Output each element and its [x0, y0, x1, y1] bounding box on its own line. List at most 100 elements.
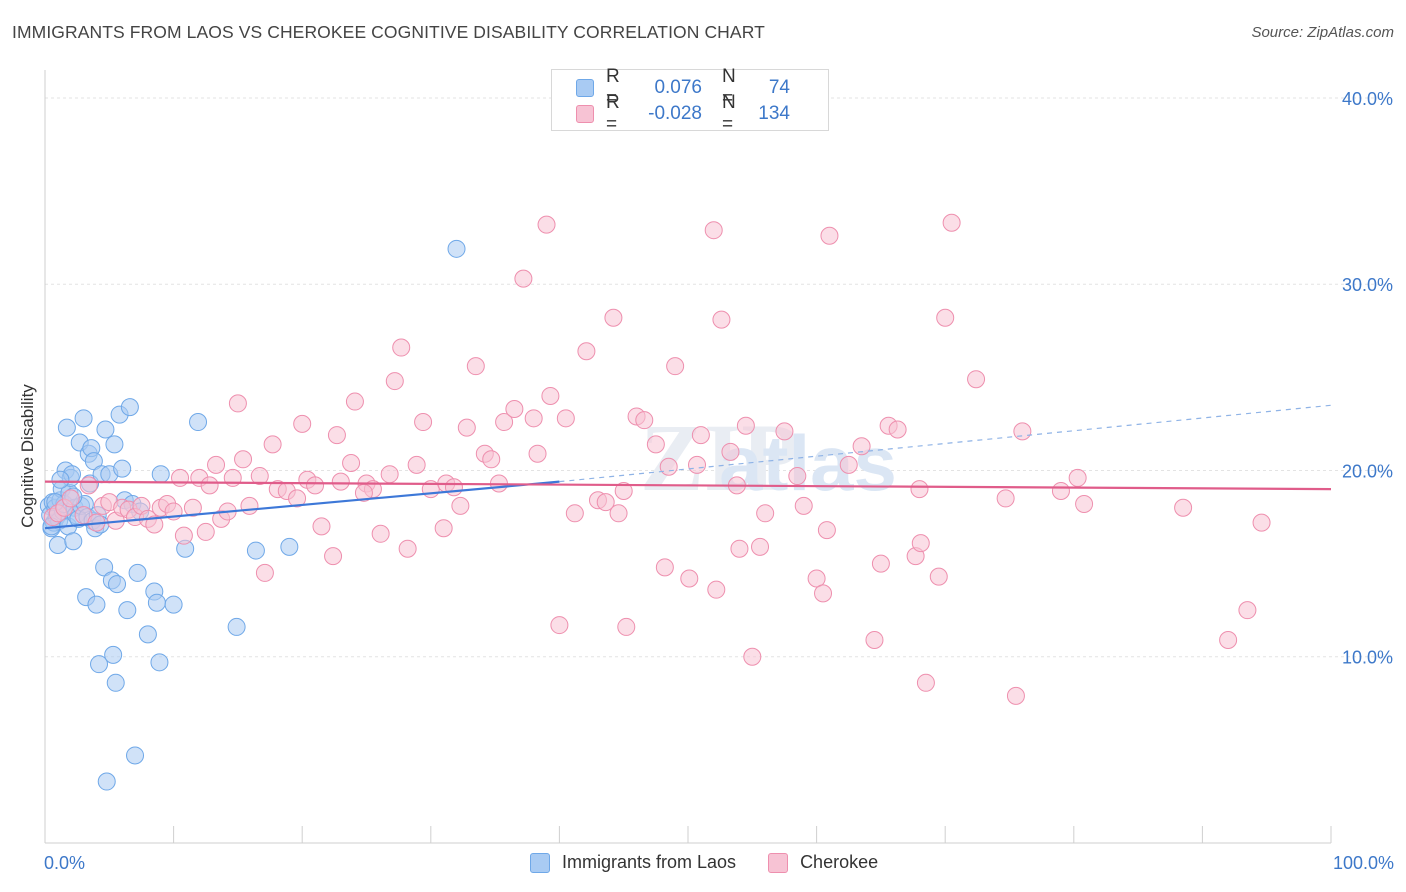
- data-point: [327, 426, 346, 445]
- r-label: R =: [606, 92, 620, 135]
- n-value: 74: [768, 77, 790, 98]
- data-point: [200, 476, 219, 495]
- data-point: [814, 584, 833, 603]
- data-point: [48, 535, 67, 554]
- data-point: [150, 653, 169, 672]
- series-immigrants-from-laos: [39, 239, 466, 791]
- data-point: [434, 519, 453, 538]
- data-point: [324, 547, 343, 566]
- data-point: [482, 450, 501, 469]
- data-point: [444, 478, 463, 497]
- data-point: [817, 521, 836, 540]
- data-point: [775, 422, 794, 441]
- data-point: [604, 308, 623, 327]
- data-point: [730, 539, 749, 558]
- data-point: [96, 420, 115, 439]
- data-point: [505, 400, 524, 419]
- data-point: [528, 444, 547, 463]
- y-tick-label: 30.0%: [1342, 275, 1393, 295]
- data-point: [751, 537, 770, 556]
- data-point: [61, 489, 80, 508]
- data-point: [306, 476, 325, 495]
- data-point: [1013, 422, 1032, 441]
- cherokee-legend-swatch: [768, 852, 789, 873]
- data-point: [457, 418, 476, 437]
- data-point: [614, 481, 633, 500]
- data-point: [138, 625, 157, 644]
- cherokee-swatch: [576, 105, 594, 123]
- data-point: [704, 221, 723, 240]
- data-point: [577, 342, 596, 361]
- data-point: [280, 537, 299, 556]
- data-point: [392, 338, 411, 357]
- data-point: [105, 435, 124, 454]
- data-point: [145, 515, 164, 534]
- stats-row-cherokee: R = -0.028 N = 134: [576, 92, 790, 135]
- data-point: [380, 465, 399, 484]
- x-tick-min: 0.0%: [44, 853, 86, 873]
- data-point: [250, 467, 269, 486]
- data-point: [207, 455, 226, 474]
- data-point: [743, 647, 762, 666]
- data-point: [240, 496, 259, 515]
- data-point: [911, 534, 930, 553]
- y-tick-label: 10.0%: [1342, 648, 1393, 668]
- data-point: [541, 386, 560, 405]
- data-point: [151, 465, 170, 484]
- data-point: [120, 398, 139, 417]
- data-point: [1219, 630, 1238, 649]
- data-point: [556, 409, 575, 428]
- legend-item-laos[interactable]: Immigrants from Laos: [530, 852, 736, 873]
- data-point: [1068, 468, 1087, 487]
- data-point: [659, 457, 678, 476]
- data-point: [942, 213, 961, 232]
- data-point: [196, 522, 215, 541]
- data-point: [128, 563, 147, 582]
- data-point: [51, 470, 70, 489]
- data-point: [385, 372, 404, 391]
- data-point: [342, 454, 361, 473]
- data-point: [495, 413, 514, 432]
- data-point: [788, 467, 807, 486]
- data-point: [688, 455, 707, 474]
- legend-item-cherokee[interactable]: Cherokee: [768, 852, 878, 873]
- data-point: [707, 580, 726, 599]
- data-point: [108, 575, 127, 594]
- data-point: [223, 468, 242, 487]
- data-point: [331, 472, 350, 491]
- data-point: [74, 409, 93, 428]
- data-point: [967, 370, 986, 389]
- data-point: [1051, 481, 1070, 500]
- data-point: [852, 437, 871, 456]
- data-point: [312, 517, 331, 536]
- data-point: [447, 239, 466, 258]
- stats-legend: R = 0.076 N = 74 R = -0.028 N = 134: [551, 66, 829, 135]
- y-tick-label: 40.0%: [1342, 89, 1393, 109]
- data-point: [1238, 601, 1257, 620]
- data-point: [888, 420, 907, 439]
- data-point: [680, 569, 699, 588]
- data-point: [246, 541, 265, 560]
- grid-lines: [45, 97, 1390, 658]
- data-point: [255, 563, 274, 582]
- chart-title: IMMIGRANTS FROM LAOS VS CHEROKEE COGNITI…: [12, 22, 765, 42]
- data-point: [1006, 686, 1025, 705]
- data-point: [147, 593, 166, 612]
- series-legend: Immigrants from Laos Cherokee: [530, 852, 910, 873]
- data-point: [721, 442, 740, 461]
- data-point: [910, 480, 929, 499]
- data-point: [79, 476, 98, 495]
- data-point: [929, 567, 948, 586]
- r-label: R =: [606, 66, 620, 109]
- data-point: [839, 455, 858, 474]
- data-point: [164, 595, 183, 614]
- data-point: [655, 558, 674, 577]
- data-point: [293, 414, 312, 433]
- axes: [44, 70, 1332, 844]
- data-point: [666, 357, 685, 376]
- watermark: ZIP atlas: [640, 404, 897, 511]
- data-point: [113, 459, 132, 478]
- data-point: [263, 435, 282, 454]
- data-point: [865, 630, 884, 649]
